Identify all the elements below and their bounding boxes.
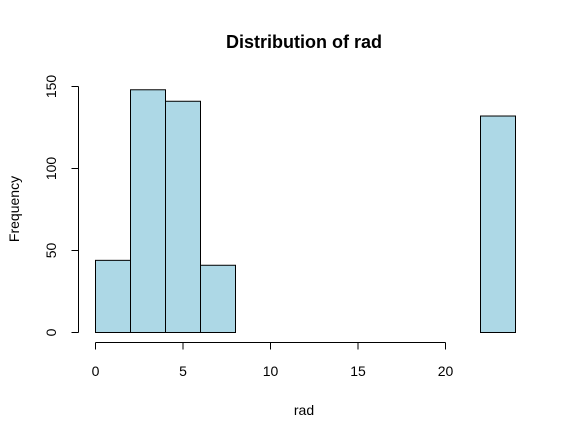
bars-group [95, 89, 516, 334]
x-tick-label: 20 [438, 363, 454, 379]
x-tick-label: 10 [263, 363, 279, 379]
histogram-bar [130, 89, 166, 333]
y-tick-label: 0 [43, 328, 59, 336]
y-axis: 0 50 100 150 [43, 75, 79, 336]
y-tick-label: 50 [43, 243, 59, 259]
x-tick-label: 15 [350, 363, 366, 379]
x-axis: 0 5 10 15 20 [92, 342, 454, 379]
y-axis-label: Frequency [6, 176, 22, 242]
chart-title: Distribution of rad [226, 32, 382, 52]
x-tick-label: 0 [92, 363, 100, 379]
histogram-bar [200, 264, 236, 334]
y-tick-label: 100 [43, 157, 59, 181]
histogram-bar [95, 259, 131, 333]
y-tick-label: 150 [43, 75, 59, 99]
x-axis-label: rad [294, 402, 314, 418]
x-tick-label: 5 [179, 363, 187, 379]
histogram-bar [480, 115, 516, 333]
histogram-bar [165, 100, 201, 334]
